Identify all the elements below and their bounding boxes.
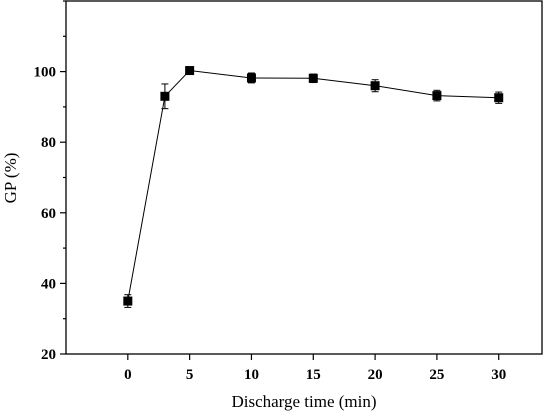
data-point-marker bbox=[370, 81, 380, 91]
y-tick-label: 80 bbox=[41, 135, 56, 151]
x-tick-label: 10 bbox=[244, 367, 259, 383]
data-point-marker bbox=[123, 296, 133, 306]
data-point-marker bbox=[308, 73, 318, 83]
x-tick-label: 30 bbox=[491, 367, 506, 383]
y-tick-label: 60 bbox=[41, 206, 56, 222]
error-bars bbox=[124, 68, 503, 308]
data-point-marker bbox=[160, 91, 170, 101]
x-tick-label: 5 bbox=[186, 367, 194, 383]
x-tick-label: 0 bbox=[124, 367, 132, 383]
data-point-marker bbox=[432, 91, 442, 101]
y-tick-label: 40 bbox=[41, 276, 56, 292]
data-point-marker bbox=[185, 66, 195, 76]
x-axis-title: Discharge time (min) bbox=[231, 392, 376, 411]
ticks bbox=[60, 0, 500, 360]
tick-labels: 0 5 10 15 20 25 30 20 40 60 80 100 bbox=[34, 65, 507, 383]
y-tick-label: 20 bbox=[41, 347, 56, 363]
series-line bbox=[127, 69, 499, 302]
data-point-marker bbox=[494, 93, 504, 103]
plot-frame bbox=[65, 0, 543, 355]
x-tick-label: 25 bbox=[429, 367, 444, 383]
x-tick-label: 20 bbox=[368, 367, 383, 383]
x-tick-label: 15 bbox=[306, 367, 321, 383]
y-tick-label: 100 bbox=[34, 65, 57, 81]
y-axis-title: GP (%) bbox=[1, 153, 20, 204]
data-point-marker bbox=[246, 73, 256, 83]
data-markers bbox=[123, 66, 504, 306]
